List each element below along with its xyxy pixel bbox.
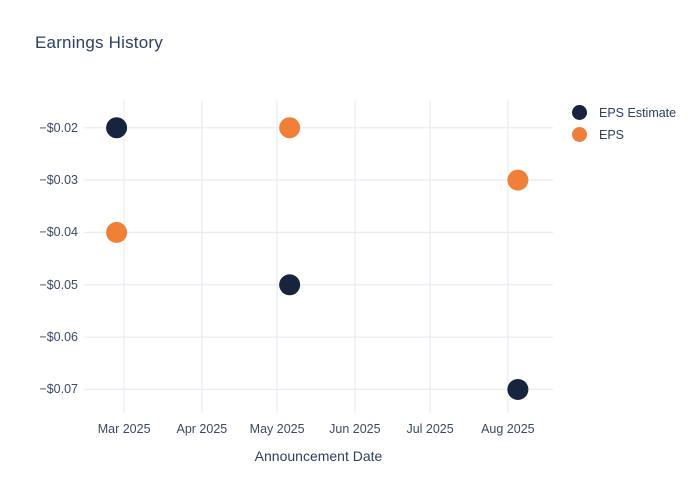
chart-title: Earnings History bbox=[35, 33, 163, 52]
legend-swatch bbox=[572, 105, 587, 120]
data-point-eps-estimate[interactable] bbox=[106, 117, 128, 139]
data-point-eps-estimate[interactable] bbox=[507, 378, 529, 400]
legend-item-eps[interactable]: EPS bbox=[572, 126, 676, 143]
x-tick-label: May 2025 bbox=[249, 422, 305, 436]
y-tick-label: −$0.06 bbox=[39, 330, 78, 345]
y-tick-label: −$0.05 bbox=[39, 277, 78, 292]
x-tick-label: Aug 2025 bbox=[481, 422, 535, 436]
x-tick-label: Apr 2025 bbox=[176, 422, 228, 436]
y-tick-label: −$0.04 bbox=[39, 225, 78, 240]
data-point-eps-estimate[interactable] bbox=[279, 274, 301, 296]
x-axis-title: Announcement Date bbox=[254, 448, 383, 464]
data-point-eps[interactable] bbox=[279, 117, 301, 139]
legend-label: EPS bbox=[599, 127, 625, 142]
x-tick-label: Jul 2025 bbox=[406, 422, 454, 436]
legend: EPS Estimate EPS bbox=[572, 104, 676, 143]
data-point-eps[interactable] bbox=[507, 169, 529, 191]
legend-item-eps-estimate[interactable]: EPS Estimate bbox=[572, 104, 676, 121]
legend-swatch bbox=[572, 127, 587, 142]
data-point-eps[interactable] bbox=[106, 221, 128, 243]
y-tick-label: −$0.02 bbox=[39, 120, 78, 135]
legend-label: EPS Estimate bbox=[599, 105, 677, 120]
y-tick-label: −$0.03 bbox=[39, 173, 78, 188]
y-tick-label: −$0.07 bbox=[39, 382, 78, 397]
x-tick-label: Mar 2025 bbox=[97, 422, 151, 436]
x-tick-label: Jun 2025 bbox=[329, 422, 381, 436]
